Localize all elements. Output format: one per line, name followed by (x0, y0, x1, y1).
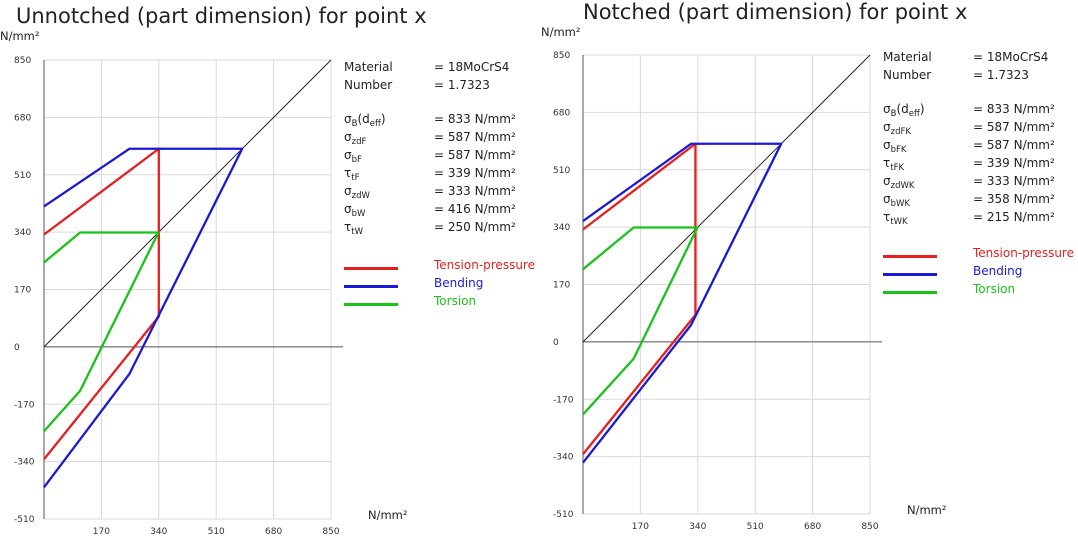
legend-swatch-bending (344, 285, 398, 288)
chart-title: Unnotched (part dimension) for point x (16, 4, 427, 28)
x-tick-label: 170 (93, 527, 110, 537)
property-zdw-value: = 333 N/mm² (434, 184, 516, 198)
x-tick-label: 510 (208, 527, 225, 537)
property-tf-value: = 339 N/mm² (434, 166, 516, 180)
chart-plot-notched: 850 680 510 340 170 0 -170 -340 -510 170 340 510 680… (541, 25, 947, 532)
series-line-torsion (43, 231, 160, 433)
chart-title: Notched (part dimension) for point x (583, 0, 968, 24)
legend-label-bending: Bending (973, 264, 1023, 278)
property-twk-value: = 215 N/mm² (973, 210, 1055, 224)
property-bw-key: σbW (344, 202, 366, 219)
y-tick-label: 850 (14, 56, 31, 66)
legend-label-tension: Tension-pressure (973, 246, 1074, 260)
series-line-tension (582, 142, 697, 455)
y-tick-label: 850 (553, 51, 570, 61)
property-zdfk-key: σzdFK (883, 120, 911, 137)
property-zdf-key: σzdF (344, 130, 367, 147)
property-bwk-value: = 358 N/mm² (973, 192, 1055, 206)
material-key: Material (344, 60, 393, 74)
y-tick-label: -340 (14, 458, 35, 468)
y-tick-label: 340 (14, 228, 31, 238)
property-b-key: σB(deff) (344, 112, 386, 129)
x-tick-label: 680 (265, 527, 282, 537)
y-tick-label: -170 (553, 395, 574, 405)
property-tfk-value: = 339 N/mm² (973, 156, 1055, 170)
y-tick-label: 170 (14, 286, 31, 296)
legend-swatch-tension (344, 267, 398, 270)
property-b-value: = 833 N/mm² (973, 102, 1055, 116)
property-bf-value: = 587 N/mm² (434, 148, 516, 162)
x-tick-label: 340 (150, 527, 167, 537)
y-tick-label: 0 (14, 343, 20, 353)
property-zdf-value: = 587 N/mm² (434, 130, 516, 144)
property-zdwk-key: σzdWK (883, 174, 915, 191)
x-tick-label: 510 (747, 522, 764, 532)
y-tick-label: 680 (553, 108, 570, 118)
y-tick-label: -170 (14, 400, 35, 410)
series-line-torsion (582, 226, 699, 416)
series-line-bending (582, 142, 783, 464)
chart-panel-unnotched: Unnotched (part dimension) for point x 8… (0, 4, 535, 537)
y-tick-label: 170 (553, 281, 570, 291)
property-tfk-key: τtFK (883, 156, 905, 173)
number-key: Number (883, 68, 932, 82)
x-tick-label: 170 (632, 522, 649, 532)
y-tick-label: -510 (14, 515, 35, 525)
property-b-value: = 833 N/mm² (434, 112, 516, 126)
property-bwk-key: σbWK (883, 192, 910, 209)
property-tw-key: τtW (344, 220, 363, 237)
y-tick-label: 680 (14, 113, 31, 123)
property-zdw-key: σzdW (344, 184, 370, 201)
legend-label-bending: Bending (434, 276, 484, 290)
legend-label-tension: Tension-pressure (434, 258, 535, 272)
property-zdwk-value: = 333 N/mm² (973, 174, 1055, 188)
material-value: = 18MoCrS4 (973, 50, 1049, 64)
legend-label-torsion: Torsion (434, 294, 477, 308)
legend-label-torsion: Torsion (973, 282, 1016, 296)
property-tw-value: = 250 N/mm² (434, 220, 516, 234)
x-tick-label: 850 (861, 522, 878, 532)
property-twk-key: τtWK (883, 210, 908, 227)
number-value: = 1.7323 (973, 68, 1029, 82)
property-zdfk-value: = 587 N/mm² (973, 120, 1055, 134)
y-tick-label: -340 (553, 453, 574, 463)
chart-plot-unnotched: 850 680 510 340 170 0 -170 -340 -510 170 340 510 680… (0, 29, 408, 537)
series-line-bending (43, 147, 244, 488)
y-axis-label: N/mm² (0, 29, 40, 43)
reference-diagonal (582, 54, 871, 343)
chart-panel-notched: Notched (part dimension) for point x 850… (539, 0, 1078, 538)
number-key: Number (344, 78, 393, 92)
property-bfk-value: = 587 N/mm² (973, 138, 1055, 152)
property-bw-value: = 416 N/mm² (434, 202, 516, 216)
legend-swatch-bending (883, 273, 937, 276)
property-bf-key: σbF (344, 148, 362, 165)
legend-swatch-tension (883, 255, 937, 258)
y-tick-label: 510 (14, 171, 31, 181)
reference-diagonal (43, 59, 332, 348)
property-b-key: σB(deff) (883, 102, 925, 119)
property-bfk-key: σbFK (883, 138, 907, 155)
x-axis-label: N/mm² (907, 503, 947, 517)
x-tick-label: 850 (322, 527, 339, 537)
x-axis-label: N/mm² (368, 508, 408, 522)
legend-swatch-torsion (883, 291, 937, 294)
material-key: Material (883, 50, 932, 64)
y-tick-label: 340 (553, 223, 570, 233)
material-value: = 18MoCrS4 (434, 60, 510, 74)
legend-swatch-torsion (344, 303, 398, 306)
x-tick-label: 680 (804, 522, 821, 532)
x-tick-label: 340 (689, 522, 706, 532)
property-tf-key: τtF (344, 166, 360, 183)
y-axis-label: N/mm² (541, 25, 581, 39)
y-tick-label: 0 (553, 338, 559, 348)
y-tick-label: 510 (553, 166, 570, 176)
number-value: = 1.7323 (434, 78, 490, 92)
y-tick-label: -510 (553, 510, 574, 520)
